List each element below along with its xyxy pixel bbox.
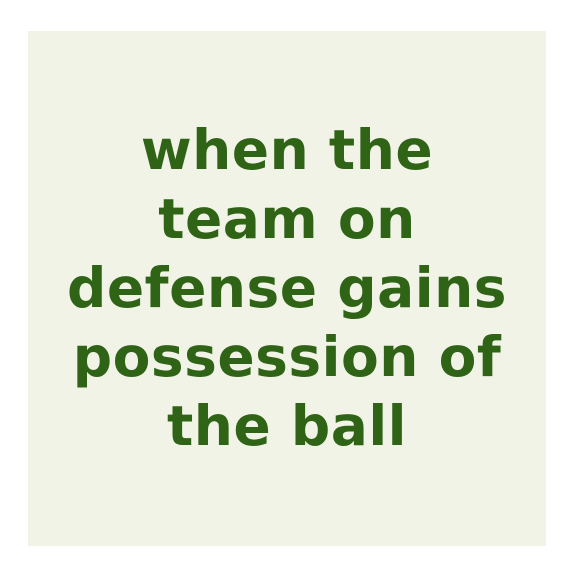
text-line-4: possession of [72, 325, 502, 389]
text-line-5: the ball [166, 394, 408, 458]
text-line-1: when the [140, 118, 434, 182]
text-line-2: team on [158, 187, 416, 251]
text-line-3: defense gains [67, 256, 507, 320]
definition-card: when the team on defense gains possessio… [28, 31, 546, 546]
